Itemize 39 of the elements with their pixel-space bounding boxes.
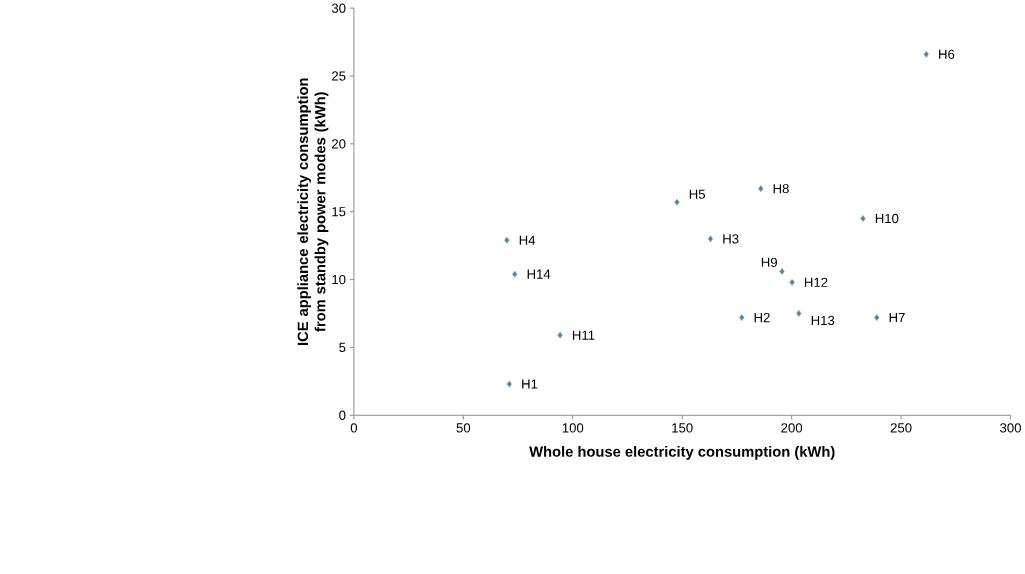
y-tick-label: 25 xyxy=(332,71,346,81)
annotation: H10 xyxy=(875,214,899,224)
point xyxy=(860,215,866,223)
y-axis-title: ICE appliance electricity consumption from standby power modes (kWh) xyxy=(297,78,329,346)
point xyxy=(707,235,714,243)
x-tick-label: 200 xyxy=(781,423,803,433)
point xyxy=(873,314,880,322)
annotation: H6 xyxy=(939,49,955,60)
point xyxy=(757,185,764,193)
x-axis-title: Whole house electricity consumption (kWh) xyxy=(529,446,835,461)
x-tick-label: 300 xyxy=(1000,423,1021,433)
y-tick-label: 15 xyxy=(332,207,346,217)
y-tick-label: 10 xyxy=(332,275,346,285)
y-tick-label: 0 xyxy=(339,410,346,421)
x-tick-label: 100 xyxy=(562,423,584,433)
point xyxy=(738,314,745,322)
x-tick-label: 250 xyxy=(890,423,912,433)
annotation: H1 xyxy=(522,379,538,389)
point xyxy=(511,270,518,279)
point xyxy=(506,380,513,388)
annotation: H14 xyxy=(527,269,551,279)
y-tick-label: 20 xyxy=(332,139,346,149)
x-tick-label: 150 xyxy=(672,423,693,433)
annotation: H5 xyxy=(689,189,706,200)
annotation: H12 xyxy=(804,277,828,288)
annotation: H2 xyxy=(754,313,770,323)
annotation: H4 xyxy=(519,235,536,245)
y-tick-label: 5 xyxy=(339,343,346,353)
x-tick-label: 50 xyxy=(456,423,471,433)
annotation: H13 xyxy=(811,316,835,326)
annotation: H7 xyxy=(889,313,905,323)
annotation: H3 xyxy=(723,234,739,244)
point xyxy=(796,310,802,318)
annotation: H9 xyxy=(761,257,777,268)
annotation: H11 xyxy=(572,330,595,340)
annotation: H8 xyxy=(773,184,789,194)
point xyxy=(923,50,930,59)
y-tick-label: 30 xyxy=(331,3,346,14)
x-tick-label: 0 xyxy=(350,423,358,433)
